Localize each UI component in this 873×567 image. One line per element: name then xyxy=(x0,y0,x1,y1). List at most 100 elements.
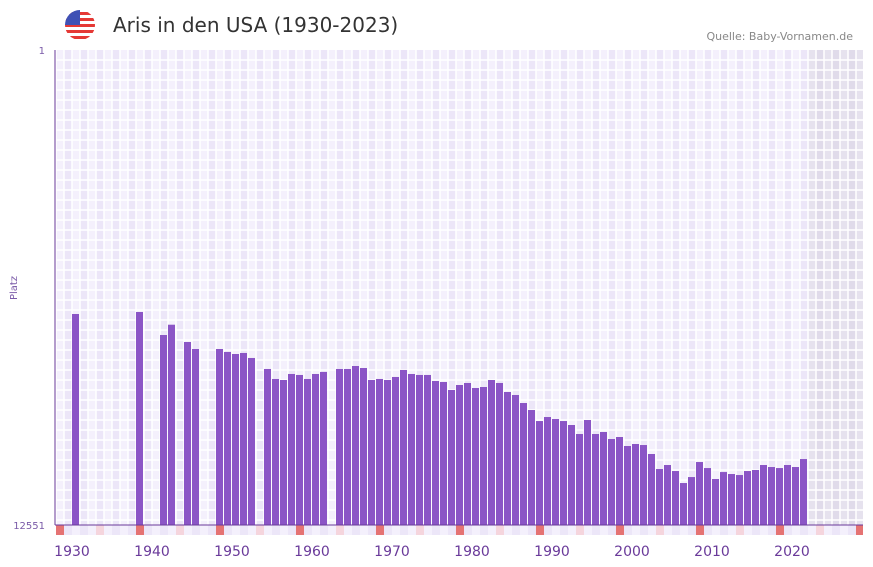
year-marker xyxy=(568,525,576,535)
year-column xyxy=(736,50,744,525)
year-column xyxy=(752,50,760,525)
bar-2017 xyxy=(768,467,775,525)
year-marker xyxy=(520,525,528,535)
year-column xyxy=(240,50,248,525)
year-column xyxy=(680,50,688,525)
year-marker xyxy=(376,525,384,535)
year-column xyxy=(256,50,264,525)
year-column xyxy=(416,50,424,525)
year-column xyxy=(224,50,232,525)
bar-1930 xyxy=(72,313,79,525)
y-tick-bottom: 12551 xyxy=(13,521,45,532)
year-column xyxy=(768,50,776,525)
year-column xyxy=(720,50,728,525)
year-marker xyxy=(536,525,544,535)
year-column xyxy=(344,50,352,525)
year-marker xyxy=(552,525,560,535)
year-marker xyxy=(64,525,72,535)
year-column xyxy=(480,50,488,525)
source-label: Quelle: Baby-Vornamen.de xyxy=(706,30,853,43)
year-marker xyxy=(760,525,768,535)
year-column xyxy=(560,50,568,525)
year-marker xyxy=(832,525,840,535)
year-column xyxy=(624,50,632,525)
year-column xyxy=(104,50,112,525)
bar-1972 xyxy=(408,373,415,525)
bar-1971 xyxy=(400,369,407,525)
bar-1970 xyxy=(392,376,399,525)
bar-1945 xyxy=(192,349,199,525)
bar-1989 xyxy=(544,417,551,525)
year-marker xyxy=(400,525,408,535)
x-tick-label: 1930 xyxy=(54,544,90,560)
year-column xyxy=(120,50,128,525)
x-tick-label: 1960 xyxy=(294,544,330,560)
x-tick-label: 1970 xyxy=(374,544,410,560)
year-marker xyxy=(616,525,624,535)
bar-1991 xyxy=(560,421,567,525)
year-column xyxy=(552,50,560,525)
year-marker xyxy=(664,525,672,535)
year-marker xyxy=(728,525,736,535)
year-column xyxy=(448,50,456,525)
year-marker xyxy=(312,525,320,535)
year-marker xyxy=(488,525,496,535)
year-column xyxy=(528,50,536,525)
year-marker xyxy=(528,525,536,535)
year-column xyxy=(616,50,624,525)
bar-2010 xyxy=(712,479,719,525)
year-column xyxy=(272,50,280,525)
bar-1986 xyxy=(520,403,527,525)
year-column xyxy=(352,50,360,525)
year-marker xyxy=(208,525,216,535)
bar-2007 xyxy=(688,477,695,525)
year-marker xyxy=(352,525,360,535)
year-column xyxy=(512,50,520,525)
year-column xyxy=(280,50,288,525)
bar-1964 xyxy=(344,368,351,525)
bar-1963 xyxy=(336,368,343,525)
year-column xyxy=(840,50,848,525)
chart-title: Aris in den USA (1930-2023) xyxy=(113,13,399,37)
year-marker xyxy=(72,525,80,535)
year-column xyxy=(88,50,96,525)
year-column xyxy=(728,50,736,525)
year-column xyxy=(56,50,64,525)
x-tick-label: 1940 xyxy=(134,544,170,560)
year-column xyxy=(440,50,448,525)
bar-1960 xyxy=(312,373,319,525)
year-column xyxy=(672,50,680,525)
bar-1979 xyxy=(464,382,471,525)
year-column xyxy=(216,50,224,525)
bar-1982 xyxy=(488,380,495,525)
year-marker xyxy=(792,525,800,535)
bar-1958 xyxy=(296,374,303,525)
year-column xyxy=(400,50,408,525)
year-marker xyxy=(560,525,568,535)
year-marker xyxy=(128,525,136,535)
year-column xyxy=(144,50,152,525)
year-column xyxy=(640,50,648,525)
year-marker xyxy=(224,525,232,535)
year-marker xyxy=(344,525,352,535)
year-marker xyxy=(144,525,152,535)
bar-1968 xyxy=(376,378,383,525)
bar-1948 xyxy=(216,349,223,525)
us-flag-icon xyxy=(65,10,95,40)
bar-2005 xyxy=(672,471,679,525)
year-marker xyxy=(184,525,192,535)
year-marker xyxy=(848,525,856,535)
year-marker xyxy=(232,525,240,535)
bar-2014 xyxy=(744,471,751,525)
year-marker xyxy=(112,525,120,535)
year-column xyxy=(112,50,120,525)
year-marker xyxy=(544,525,552,535)
bar-1977 xyxy=(448,389,455,525)
bar-1974 xyxy=(424,374,431,525)
year-marker xyxy=(288,525,296,535)
year-marker xyxy=(776,525,784,535)
bar-1990 xyxy=(552,419,559,525)
year-column xyxy=(184,50,192,525)
year-column xyxy=(816,50,824,525)
year-marker xyxy=(592,525,600,535)
